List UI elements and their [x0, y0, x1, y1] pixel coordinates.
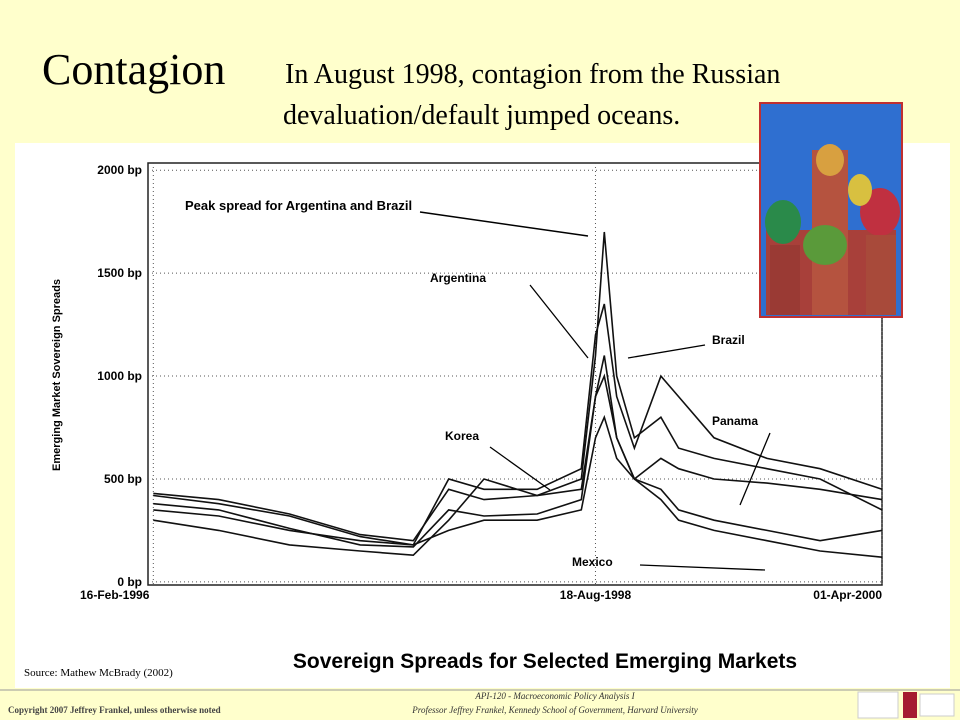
source: Source: Mathew McBrady (2002)	[24, 667, 173, 679]
label-arrow	[489, 446, 551, 491]
course: API-120 - Macroeconomic Policy Analysis …	[474, 691, 635, 701]
subtitle: In August 1998, contagion from the Russi…	[285, 59, 780, 90]
series-line	[153, 231, 883, 542]
y-tick-label: 1000 bp	[97, 369, 142, 383]
plot-frame	[147, 162, 883, 586]
y-axis-label: Emerging Market Sovereign Spreads	[51, 279, 63, 471]
professor: Professor Jeffrey Frankel, Kennedy Schoo…	[411, 705, 697, 715]
plot: 0 bp 500 bp 1000 bp 1500 bp 2000 bp 16-Feb-19…	[24, 162, 883, 679]
harvard-logo	[857, 691, 955, 719]
annotation: Peak spread for Argentina and Brazil	[185, 198, 412, 213]
series-line	[153, 414, 883, 546]
series-label: Brazil	[712, 333, 745, 347]
annotation-arrow	[419, 211, 589, 237]
y-tick-label: 0 bp	[117, 575, 142, 589]
series-label: Panama	[712, 414, 758, 428]
chart-title: Sovereign Spreads for Selected Emerging …	[293, 650, 797, 673]
copyright: Copyright 2007 Jeffrey Frankel, unless o…	[8, 705, 221, 715]
slide-title: Contagion	[42, 45, 225, 94]
x-tick-label: 16-Feb-1996	[80, 588, 150, 602]
label-arrow	[627, 344, 706, 359]
label-arrow	[739, 432, 771, 506]
label-arrow	[529, 284, 589, 359]
x-tick-label: 18-Aug-1998	[560, 588, 632, 602]
x-tick-label: 01-Apr-2000	[813, 588, 882, 602]
y-tick-label: 500 bp	[104, 472, 142, 486]
y-tick-label: 2000 bp	[97, 163, 142, 177]
subtitle: devaluation/default jumped oceans.	[283, 100, 680, 131]
series-line	[153, 303, 883, 546]
cathedral-image	[759, 102, 903, 318]
series-line	[153, 355, 883, 548]
y-tick-label: 1500 bp	[97, 266, 142, 280]
series-label: Argentina	[430, 271, 486, 285]
series-label: Korea	[445, 429, 479, 443]
label-arrow	[639, 564, 766, 571]
series-label: Mexico	[572, 555, 613, 569]
